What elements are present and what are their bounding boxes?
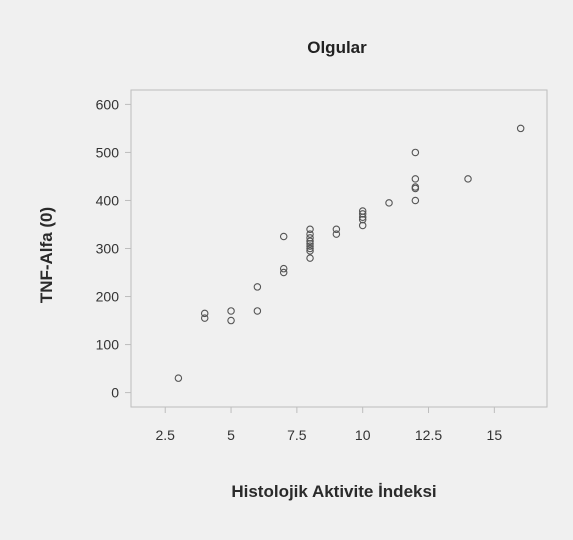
data-point — [358, 221, 367, 230]
y-axis: 0 100 200 300 400 500 600 — [96, 96, 131, 401]
data-points — [174, 124, 525, 382]
y-tick-label: 300 — [96, 241, 120, 257]
x-tick-label: 2.5 — [155, 427, 175, 443]
y-tick-label: 600 — [96, 96, 120, 112]
y-tick-label: 200 — [96, 289, 120, 305]
data-point — [332, 230, 341, 238]
data-point — [385, 199, 393, 207]
data-point — [358, 207, 367, 215]
data-point — [306, 244, 314, 253]
x-tick-label: 15 — [487, 427, 503, 443]
data-point — [227, 307, 235, 315]
data-point — [227, 316, 235, 325]
data-point — [279, 232, 288, 241]
y-axis-label: TNF-Alfa (0) — [37, 207, 56, 303]
data-point — [411, 175, 420, 183]
data-point — [306, 230, 314, 238]
data-point — [174, 374, 183, 382]
data-point — [516, 124, 525, 133]
data-point — [253, 307, 262, 315]
data-point — [279, 268, 288, 277]
data-point — [200, 314, 209, 322]
data-point — [253, 283, 262, 291]
chart-title: Olgular — [307, 38, 367, 57]
y-tick-label: 500 — [96, 144, 120, 160]
data-point — [306, 254, 314, 262]
data-point — [306, 237, 314, 246]
data-point — [306, 225, 314, 234]
data-point — [306, 239, 314, 248]
data-point — [279, 264, 288, 273]
x-tick-label: 10 — [355, 427, 371, 443]
y-tick-label: 100 — [96, 337, 120, 353]
y-tick-label: 400 — [96, 192, 120, 208]
data-point — [306, 242, 314, 250]
x-tick-label: 7.5 — [287, 427, 307, 443]
data-point — [332, 225, 341, 234]
data-point — [464, 175, 472, 183]
x-tick-label: 5 — [227, 427, 235, 443]
data-point — [200, 309, 209, 318]
data-point — [306, 234, 314, 242]
x-axis: 2.5 5 7.5 10 12.5 15 — [155, 407, 502, 443]
data-point — [411, 183, 420, 191]
data-point — [358, 215, 367, 224]
x-axis-label: Histolojik Aktivite İndeksi — [231, 482, 436, 501]
data-point — [411, 196, 420, 205]
data-point — [306, 247, 314, 255]
plot-frame — [130, 89, 548, 408]
data-point — [358, 210, 367, 218]
x-tick-label: 12.5 — [415, 427, 442, 443]
data-point — [411, 148, 420, 157]
y-tick-label: 0 — [111, 385, 119, 401]
